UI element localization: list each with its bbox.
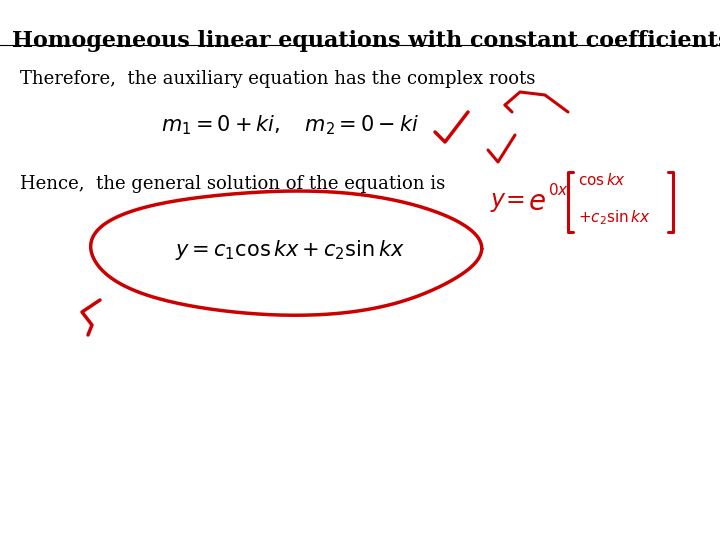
Text: $y\!=\!$: $y\!=\!$	[490, 190, 525, 214]
Text: Therefore,  the auxiliary equation has the complex roots: Therefore, the auxiliary equation has th…	[20, 70, 536, 88]
Text: Homogeneous linear equations with constant coefficients: Homogeneous linear equations with consta…	[12, 30, 720, 52]
Text: $\cos kx$: $\cos kx$	[578, 172, 626, 188]
Text: $0x$: $0x$	[548, 182, 569, 198]
Text: $y = c_1 \cos kx + c_2 \sin kx$: $y = c_1 \cos kx + c_2 \sin kx$	[175, 238, 405, 262]
Text: Hence,  the general solution of the equation is: Hence, the general solution of the equat…	[20, 175, 445, 193]
Text: $m_1 = 0 + ki, \quad m_2 = 0 - ki$: $m_1 = 0 + ki, \quad m_2 = 0 - ki$	[161, 113, 419, 137]
Text: $+c_2\sin kx$: $+c_2\sin kx$	[578, 208, 651, 227]
Text: $e$: $e$	[528, 188, 546, 215]
